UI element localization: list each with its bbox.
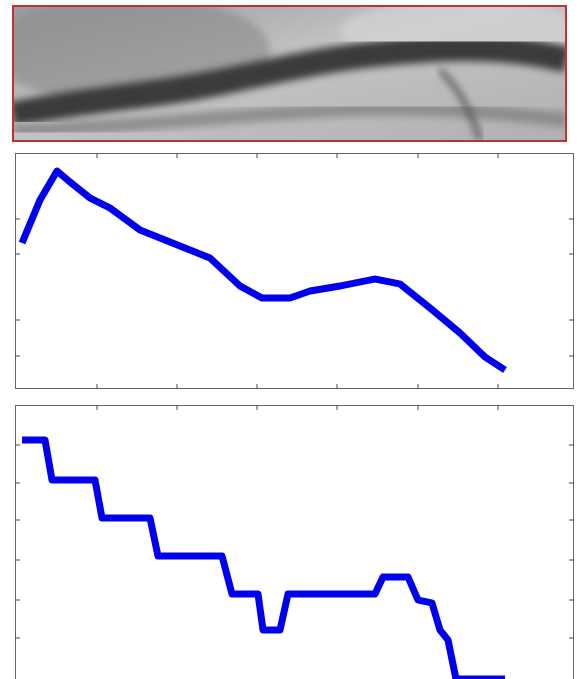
- figure: [0, 0, 582, 679]
- angiogram-image: [0, 0, 580, 142]
- plot-1-frame: [15, 153, 574, 389]
- data-line: [22, 440, 505, 679]
- plot-2-frame: [15, 405, 574, 679]
- data-line: [22, 171, 505, 370]
